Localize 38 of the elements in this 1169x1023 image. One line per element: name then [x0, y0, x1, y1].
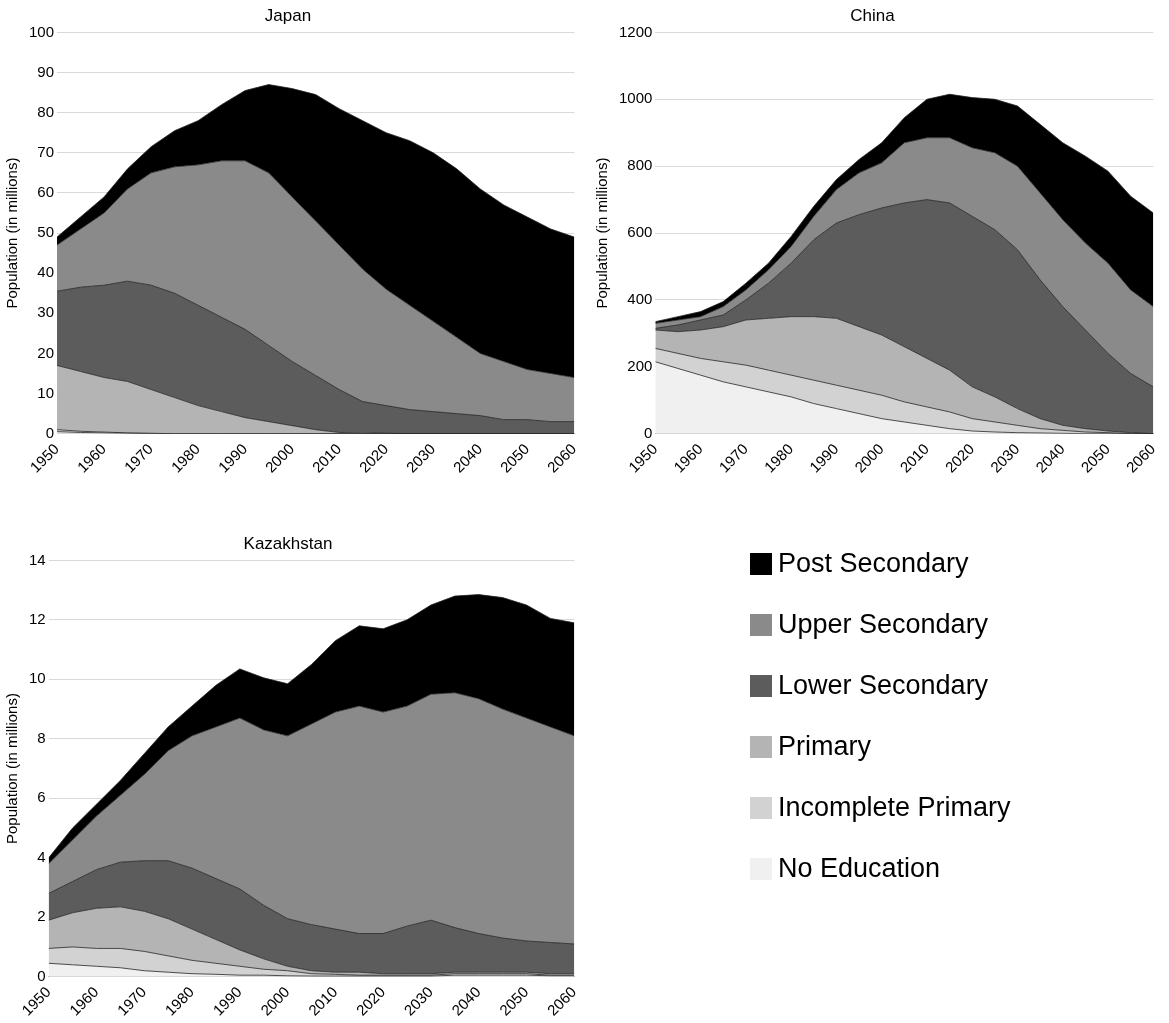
chart-title: Japan: [264, 5, 312, 25]
chart-title: Kazakhstan: [243, 533, 333, 553]
y-tick-label: 600: [627, 223, 653, 241]
y-axis-title: Population (in millions): [3, 157, 21, 309]
y-tick-label: 30: [37, 303, 55, 321]
y-tick-label: 4: [37, 847, 46, 865]
y-tick-label: 12: [29, 610, 46, 628]
y-axis-title: Population (in millions): [593, 157, 611, 309]
y-tick-label: 40: [37, 263, 55, 281]
chart-title: China: [850, 5, 896, 25]
y-tick-label: 800: [627, 156, 653, 174]
y-tick-label: 0: [45, 423, 55, 441]
y-tick-label: 70: [37, 142, 55, 160]
y-tick-label: 90: [37, 62, 55, 80]
y-tick-label: 100: [29, 22, 55, 40]
legend-label: Incomplete Primary: [778, 792, 1011, 823]
y-axis-title: Population (in millions): [3, 693, 21, 844]
y-tick-label: 10: [29, 669, 46, 687]
legend-label: Primary: [778, 731, 871, 762]
y-tick-label: 0: [644, 423, 653, 441]
legend-label: No Education: [778, 853, 941, 884]
y-tick-label: 20: [37, 343, 55, 361]
legend-label: Upper Secondary: [778, 609, 989, 640]
y-tick-label: 200: [627, 356, 653, 374]
y-tick-label: 1200: [618, 22, 653, 40]
y-tick-label: 8: [37, 728, 46, 746]
y-tick-label: 10: [37, 383, 55, 401]
y-tick-label: 14: [29, 550, 46, 568]
y-tick-label: 60: [37, 183, 55, 201]
y-tick-label: 80: [37, 102, 55, 120]
y-tick-label: 50: [37, 223, 55, 241]
y-tick-label: 1000: [618, 89, 653, 107]
legend-label: Post Secondary: [778, 548, 969, 579]
y-tick-label: 400: [627, 290, 653, 308]
y-tick-label: 2: [37, 907, 46, 925]
legend-label: Lower Secondary: [778, 670, 989, 701]
y-tick-label: 0: [37, 966, 46, 984]
y-tick-label: 6: [37, 788, 46, 806]
